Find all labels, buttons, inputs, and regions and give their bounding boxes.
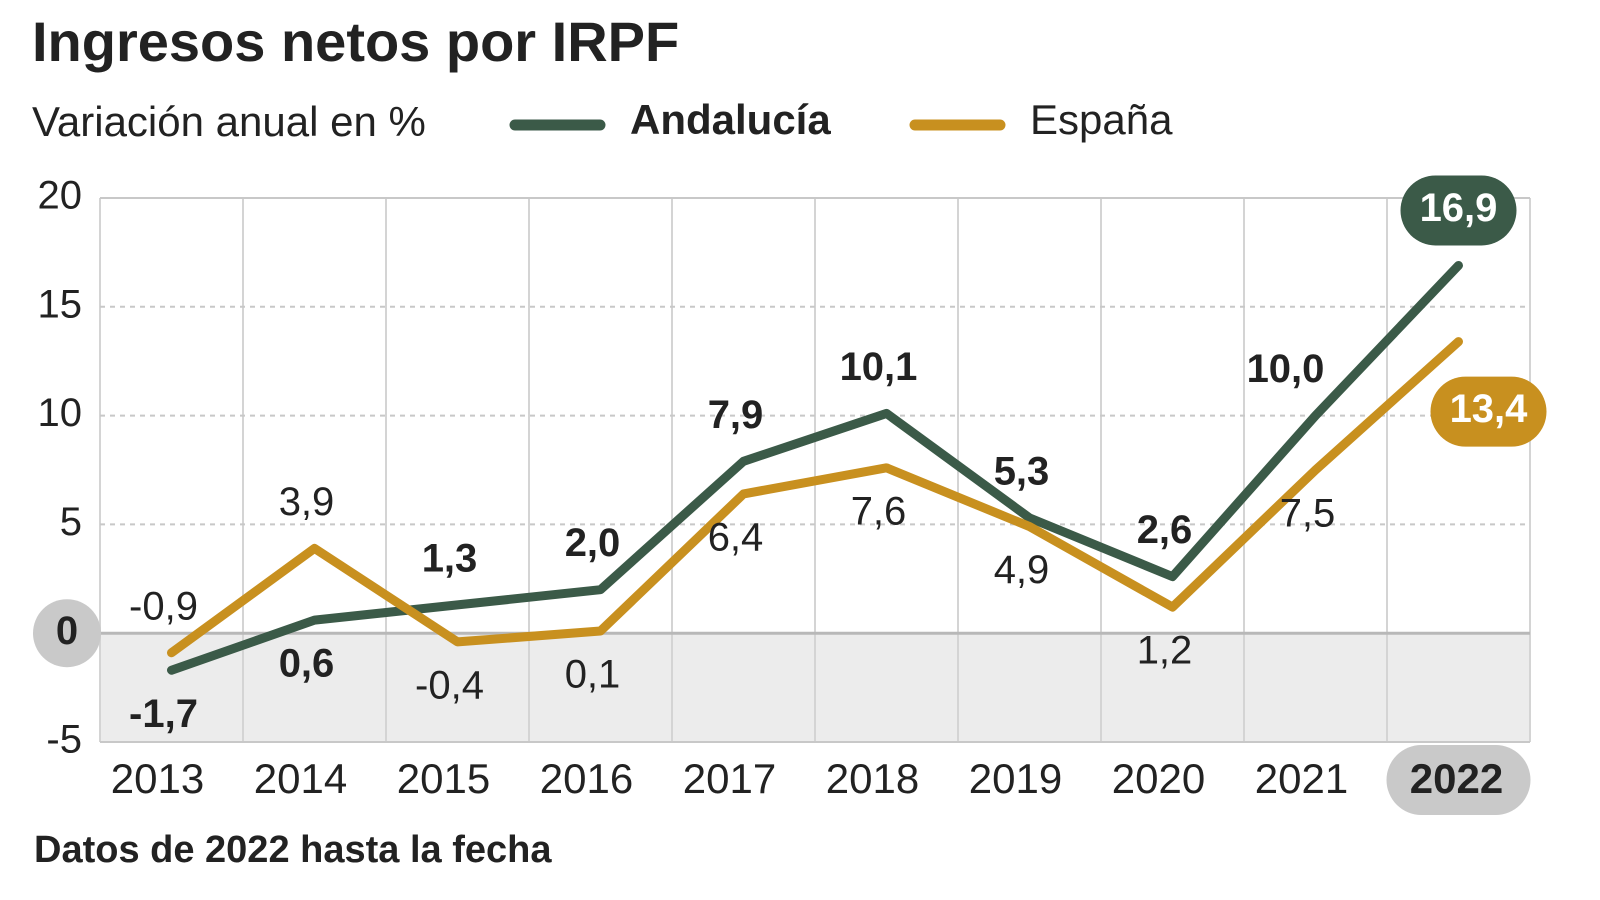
value-label: 7,9 [708,393,764,437]
value-label: -0,4 [415,663,484,707]
zero-badge [33,599,101,668]
value-label: 2,0 [565,521,621,565]
x-tick-label: 2020 [1112,755,1205,802]
series-line [167,337,1463,658]
x-tick-label: 2018 [826,755,919,802]
x-tick-label: 2014 [254,755,347,802]
x-tick-label: 2016 [540,755,633,802]
x-tick-label: 2013 [111,755,204,802]
highlight-badge [1386,745,1531,815]
value-badge [1430,376,1547,447]
x-tick-label: 2019 [969,755,1062,802]
value-label: 10,1 [840,345,918,389]
value-label: 10,0 [1247,347,1325,391]
value-label: 16,9 [1420,186,1498,230]
value-label: -1,7 [129,692,198,736]
chart-subtitle: Variación anual en % [32,98,426,145]
legend-label: Andalucía [630,96,831,143]
value-label: 1,3 [422,536,478,580]
x-tick-label: 2022 [1410,755,1503,802]
value-label: 7,5 [1280,492,1336,536]
value-badge [1400,175,1517,246]
y-tick-label: -5 [46,718,82,762]
chart-note: Datos de 2022 hasta la fecha [34,829,552,871]
value-label: 1,2 [1137,629,1193,673]
value-label: 3,9 [279,480,335,524]
y-tick-label: 10 [38,391,83,435]
value-label: 7,6 [851,489,907,533]
value-label: 0,6 [279,642,335,686]
chart-title: Ingresos netos por IRPF [32,10,679,73]
value-label: 5,3 [994,449,1050,493]
value-label: 2,6 [1137,508,1193,552]
value-label: 4,9 [994,548,1050,592]
value-label: -0,9 [129,584,198,628]
x-tick-label: 2021 [1255,755,1348,802]
y-tick-label: 20 [38,174,83,218]
series-line [167,260,1463,675]
legend-label: España [1030,96,1173,143]
value-label: 13,4 [1450,387,1529,431]
y-tick-label: 15 [38,282,83,326]
value-label: 6,4 [708,515,764,559]
value-label: 0,1 [565,653,621,697]
x-tick-label: 2015 [397,755,490,802]
y-tick-label: 5 [60,500,82,544]
y-tick-label: 0 [56,609,78,653]
x-tick-label: 2017 [683,755,776,802]
